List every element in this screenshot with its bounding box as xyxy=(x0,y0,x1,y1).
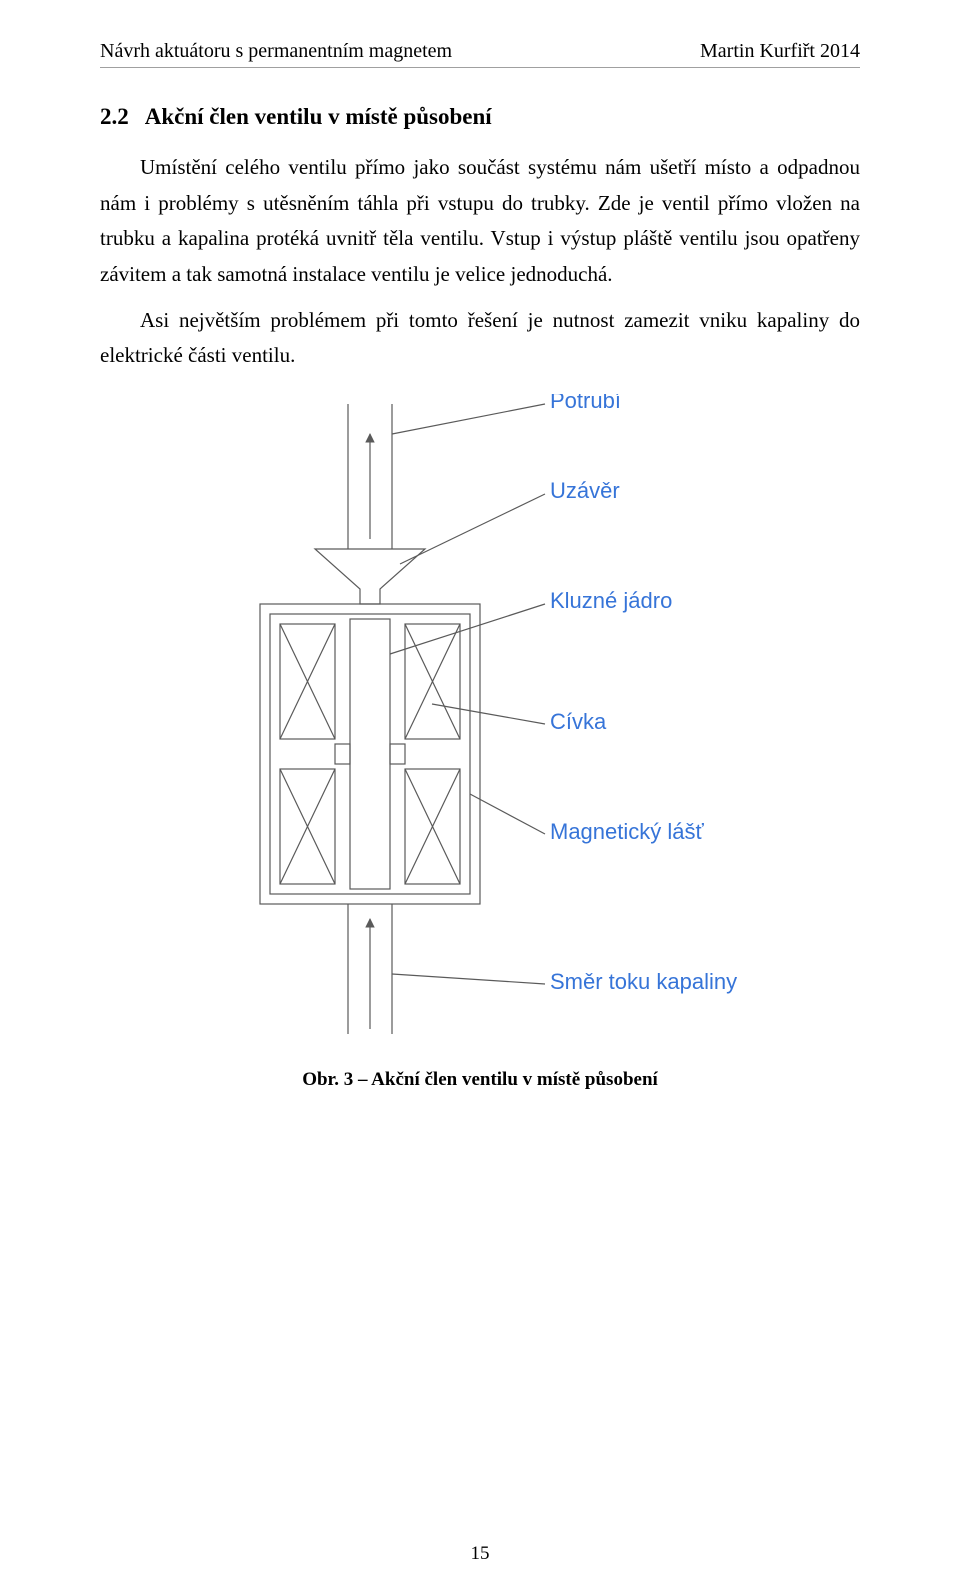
paragraph-1: Umístění celého ventilu přímo jako součá… xyxy=(100,150,860,293)
label-magneticky-last: Magnetický lášť xyxy=(550,819,705,844)
figure-caption: Obr. 3 – Akční člen ventilu v místě půso… xyxy=(100,1069,860,1091)
header-title-right: Martin Kurfiřt 2014 xyxy=(700,40,860,63)
header-title-left: Návrh aktuátoru s permanentním magnetem xyxy=(100,40,452,63)
label-potrubi: Potrubí xyxy=(550,394,621,413)
section-title: Akční člen ventilu v místě působení xyxy=(145,104,492,129)
page: Návrh aktuátoru s permanentním magnetem … xyxy=(0,0,960,1595)
paragraph-2: Asi největším problémem při tomto řešení… xyxy=(100,303,860,374)
label-smer-toku: Směr toku kapaliny xyxy=(550,969,737,994)
figure: Potrubí Uzávěr Kluzné jádro Cívka Magnet… xyxy=(100,394,860,1091)
label-kluzne-jadro: Kluzné jádro xyxy=(550,588,672,613)
label-civka: Cívka xyxy=(550,709,607,734)
header: Návrh aktuátoru s permanentním magnetem … xyxy=(100,40,860,68)
label-uzaver: Uzávěr xyxy=(550,478,620,503)
section-number: 2.2 xyxy=(100,104,129,129)
section-heading: 2.2 Akční člen ventilu v místě působení xyxy=(100,104,860,130)
page-number: 15 xyxy=(0,1543,960,1565)
figure-svg: Potrubí Uzávěr Kluzné jádro Cívka Magnet… xyxy=(200,394,760,1034)
